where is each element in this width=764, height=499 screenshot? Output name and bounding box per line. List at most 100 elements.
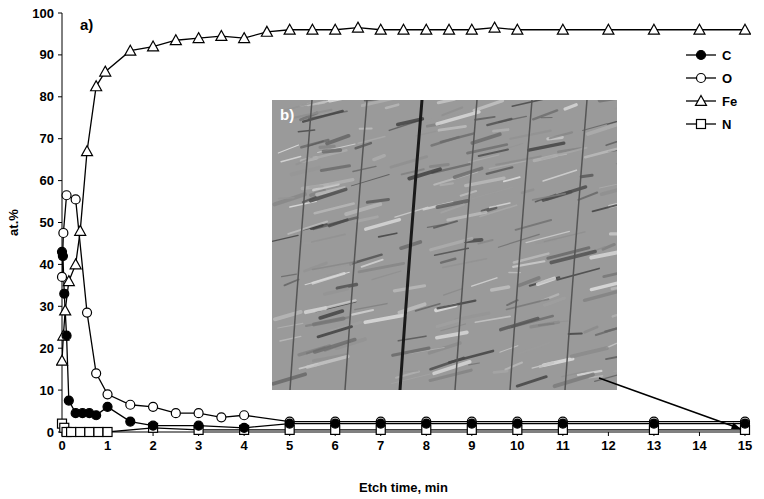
data-point bbox=[149, 402, 158, 411]
inset-texture-stroke bbox=[572, 348, 607, 356]
inset-texture-stroke bbox=[541, 117, 552, 118]
data-point bbox=[92, 411, 101, 420]
y-tick bbox=[58, 264, 62, 265]
inset-texture-stroke bbox=[479, 240, 493, 243]
data-point bbox=[83, 308, 92, 317]
inset-texture-stroke bbox=[610, 232, 617, 235]
inset-texture-stroke bbox=[578, 193, 597, 200]
inset-texture-stroke bbox=[607, 114, 617, 124]
data-point bbox=[352, 22, 363, 32]
data-point bbox=[331, 419, 340, 428]
inset-texture-stroke bbox=[487, 119, 511, 125]
data-point bbox=[648, 24, 659, 34]
inset-texture-stroke bbox=[313, 273, 344, 283]
inset-texture-stroke bbox=[391, 157, 427, 168]
inset-texture-stroke bbox=[613, 303, 617, 316]
inset-texture-stroke bbox=[430, 165, 448, 167]
y-axis-title: at.% bbox=[6, 209, 21, 236]
inset-texture-stroke bbox=[399, 304, 424, 312]
inset-crack bbox=[345, 100, 367, 390]
inset-crack bbox=[290, 100, 312, 390]
data-point bbox=[376, 419, 385, 428]
legend-label: N bbox=[722, 117, 731, 132]
inset-texture-stroke bbox=[498, 234, 539, 247]
y-tick-label: 90 bbox=[40, 47, 54, 62]
data-point bbox=[741, 419, 750, 428]
inset-texture-stroke bbox=[365, 315, 405, 322]
arrow-line bbox=[599, 378, 741, 429]
inset-texture-stroke bbox=[362, 100, 401, 106]
inset-texture-stroke bbox=[517, 377, 546, 386]
inset-texture-stroke bbox=[273, 374, 305, 384]
data-point bbox=[170, 35, 181, 45]
data-point bbox=[148, 41, 159, 51]
legend-marker bbox=[697, 74, 706, 83]
inset-texture-stroke bbox=[327, 136, 348, 144]
y-tick bbox=[58, 390, 62, 391]
inset-texture-stroke bbox=[351, 174, 389, 185]
inset-texture-stroke bbox=[393, 348, 429, 355]
data-point bbox=[444, 24, 455, 34]
data-point bbox=[740, 24, 751, 34]
x-tick bbox=[608, 432, 609, 436]
inset-texture-stroke bbox=[366, 220, 400, 230]
inset-texture-stroke bbox=[303, 111, 342, 122]
data-point bbox=[103, 428, 112, 437]
inset-texture-stroke bbox=[318, 144, 356, 152]
y-tick-label: 20 bbox=[40, 341, 54, 356]
x-tick-label: 1 bbox=[104, 438, 111, 453]
data-point bbox=[467, 419, 476, 428]
data-point bbox=[261, 26, 272, 36]
inset-texture-stroke bbox=[379, 233, 397, 237]
inset-texture-stroke bbox=[472, 278, 497, 286]
data-point bbox=[58, 252, 67, 261]
data-point bbox=[557, 24, 568, 34]
inset-texture-stroke bbox=[614, 366, 617, 371]
inset-texture-stroke bbox=[461, 191, 476, 196]
data-point bbox=[70, 259, 81, 269]
data-point bbox=[126, 417, 135, 426]
y-tick bbox=[58, 138, 62, 139]
inset-texture-stroke bbox=[353, 166, 376, 171]
inset-texture-stroke bbox=[501, 318, 538, 329]
x-tick-label: 9 bbox=[468, 438, 475, 453]
inset-texture-stroke bbox=[284, 280, 298, 286]
inset-texture-stroke bbox=[305, 272, 349, 284]
inset-texture-stroke bbox=[472, 134, 499, 143]
data-point bbox=[694, 24, 705, 34]
inset-texture-stroke bbox=[278, 323, 303, 328]
inset-texture-stroke bbox=[444, 289, 463, 296]
inset-texture-stroke bbox=[352, 310, 373, 315]
inset-texture-stroke bbox=[325, 289, 347, 294]
inset-texture-stroke bbox=[346, 204, 380, 214]
inset-texture-stroke bbox=[274, 194, 305, 204]
inset-texture-stroke bbox=[472, 187, 512, 198]
inset-texture-stroke bbox=[581, 175, 592, 176]
inset-texture-stroke bbox=[606, 356, 617, 359]
inset-texture-stroke bbox=[585, 290, 617, 301]
inset-texture-stroke bbox=[402, 169, 424, 174]
data-point bbox=[603, 24, 614, 34]
inset-crack bbox=[565, 100, 587, 390]
inset-texture-stroke bbox=[314, 318, 344, 324]
inset-texture-stroke bbox=[542, 148, 586, 159]
inset-texture-stroke bbox=[321, 166, 349, 171]
inset-texture-stroke bbox=[496, 156, 540, 164]
inset-texture-stroke bbox=[555, 375, 593, 387]
inset-texture-stroke bbox=[329, 220, 347, 226]
inset-texture-stroke bbox=[531, 322, 559, 327]
data-point bbox=[92, 369, 101, 378]
chart: 0123456789101112131415010203040506070809… bbox=[0, 0, 764, 499]
x-tick-label: 15 bbox=[738, 438, 752, 453]
inset-texture-stroke bbox=[288, 110, 332, 119]
inset-texture-stroke bbox=[475, 316, 510, 322]
inset-texture-stroke bbox=[441, 134, 473, 142]
inset-texture-stroke bbox=[544, 232, 585, 242]
x-tick-label: 12 bbox=[601, 438, 615, 453]
arrow-head bbox=[731, 423, 741, 429]
inset-texture-stroke bbox=[307, 356, 348, 367]
x-tick-label: 10 bbox=[510, 438, 524, 453]
inset-texture-stroke bbox=[533, 194, 565, 200]
x-tick-label: 14 bbox=[692, 438, 707, 453]
x-tick-label: 7 bbox=[377, 438, 384, 453]
